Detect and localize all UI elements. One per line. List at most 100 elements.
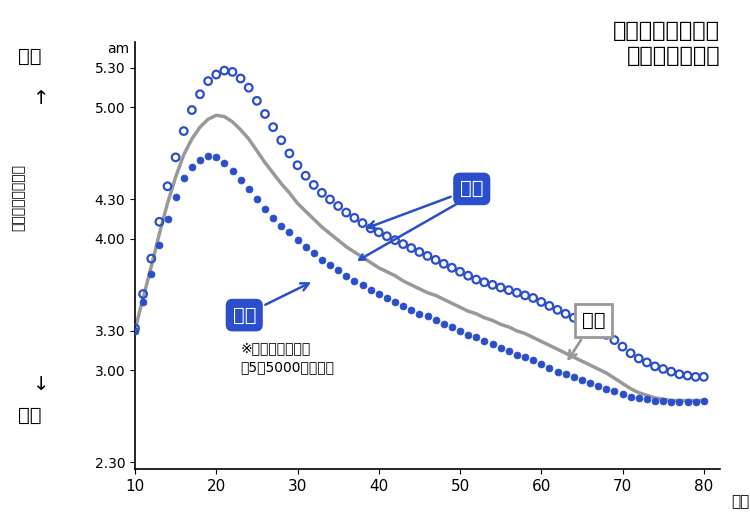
Point: [616, 342, 628, 351]
Point: [413, 248, 425, 256]
Point: [536, 298, 548, 306]
Point: [422, 252, 434, 260]
Point: [364, 286, 376, 294]
Point: [649, 362, 661, 370]
Point: [137, 298, 149, 306]
Point: [373, 228, 385, 237]
Point: [674, 398, 686, 406]
Point: [519, 291, 531, 300]
Point: [536, 359, 548, 368]
Point: [381, 232, 393, 240]
Point: [454, 327, 466, 335]
Point: [129, 324, 141, 332]
Point: [267, 123, 279, 131]
Text: ↑: ↑: [33, 89, 50, 107]
Point: [340, 208, 352, 217]
Point: [600, 384, 612, 393]
Point: [592, 382, 604, 390]
Point: [487, 340, 499, 348]
Point: [551, 367, 563, 376]
Point: [576, 317, 588, 326]
Point: [422, 312, 434, 320]
Point: [690, 373, 702, 381]
Point: [665, 398, 677, 406]
Point: [503, 286, 515, 294]
Point: [543, 364, 555, 372]
Point: [284, 228, 296, 237]
Point: [194, 156, 206, 164]
Point: [161, 215, 173, 224]
Point: [665, 367, 677, 376]
Point: [682, 371, 694, 380]
Point: [633, 354, 645, 363]
Point: [657, 365, 669, 373]
Point: [210, 70, 222, 79]
Point: [633, 394, 645, 402]
Point: [389, 298, 401, 306]
Point: [356, 281, 368, 289]
Point: [153, 218, 165, 226]
Point: [519, 353, 531, 362]
Point: [316, 189, 328, 197]
Point: [146, 254, 158, 263]
Point: [308, 181, 320, 189]
Point: [674, 370, 686, 378]
Point: [251, 97, 262, 105]
Point: [235, 75, 247, 83]
Point: [446, 264, 458, 272]
Text: 平均: 平均: [568, 311, 605, 359]
Point: [551, 306, 563, 314]
Text: （睡眠中央時刻）: （睡眠中央時刻）: [12, 165, 26, 231]
Point: [226, 166, 238, 175]
Point: [332, 202, 344, 210]
Point: [398, 240, 410, 249]
Point: [640, 395, 652, 403]
Point: [243, 185, 255, 193]
Point: [649, 396, 661, 405]
Point: [389, 236, 401, 244]
Point: [543, 302, 555, 310]
Point: [584, 323, 596, 331]
Point: [430, 256, 442, 264]
Point: [495, 344, 507, 352]
Text: 朝型: 朝型: [18, 406, 42, 425]
Point: [470, 276, 482, 284]
Point: [178, 127, 190, 135]
Point: [146, 270, 158, 279]
Point: [430, 316, 442, 325]
Point: [446, 323, 458, 331]
Point: [235, 176, 247, 184]
Point: [657, 396, 669, 405]
Point: [340, 271, 352, 280]
Point: [640, 358, 652, 367]
Point: [698, 396, 709, 405]
Point: [478, 278, 490, 287]
Text: 夜型: 夜型: [18, 47, 42, 66]
Point: [568, 373, 580, 381]
Point: [503, 346, 515, 355]
Point: [487, 281, 499, 289]
Point: [178, 174, 190, 182]
Point: [625, 349, 637, 357]
Point: [682, 398, 694, 406]
Point: [625, 392, 637, 401]
Point: [186, 163, 198, 171]
Point: [284, 149, 296, 157]
Point: [259, 110, 271, 118]
Point: [170, 153, 182, 162]
Point: [194, 90, 206, 98]
Point: [438, 259, 450, 268]
Point: [608, 387, 620, 395]
Point: [299, 171, 312, 180]
Point: [478, 337, 490, 345]
Point: [129, 327, 141, 335]
Point: [511, 350, 523, 358]
Point: [600, 331, 612, 339]
Point: [462, 271, 474, 280]
Point: [153, 241, 165, 250]
Point: [356, 219, 368, 227]
Point: [568, 314, 580, 322]
Point: [299, 243, 312, 251]
Point: [616, 390, 628, 398]
Point: [398, 302, 410, 310]
